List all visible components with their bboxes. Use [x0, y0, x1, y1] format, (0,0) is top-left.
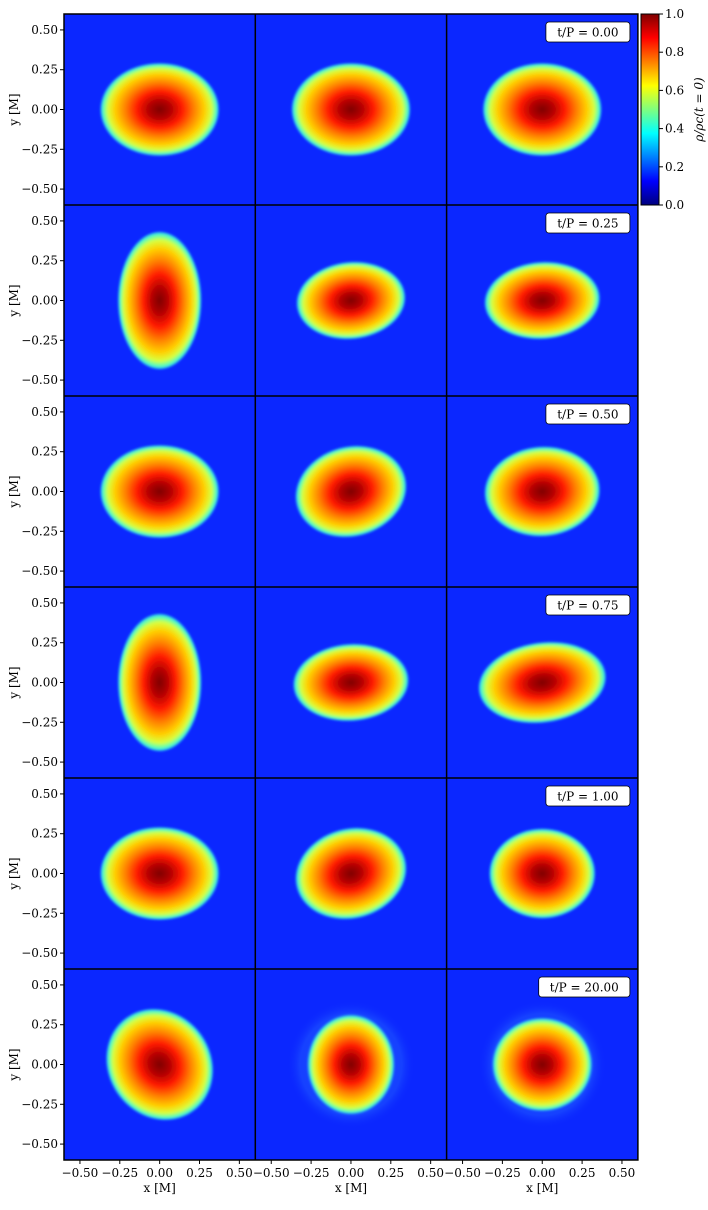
time-label-text: t/P = 0.75 [557, 599, 618, 613]
density-blob [295, 828, 407, 919]
y-tick-label: 0.25 [31, 445, 58, 459]
y-tick-label: −0.25 [21, 142, 58, 156]
y-tick-label: −0.50 [21, 564, 58, 578]
time-label-text: t/P = 1.00 [557, 790, 618, 804]
time-label: t/P = 0.25 [545, 212, 631, 234]
y-tick-label: 0.00 [31, 485, 58, 499]
colorbar-gradient [640, 13, 660, 206]
time-label-text: t/P = 0.00 [557, 26, 618, 40]
colorbar-tick-label: 0.8 [665, 45, 684, 59]
density-blob [100, 445, 219, 538]
y-axis-label: y [M] [7, 666, 21, 699]
density-blob [484, 446, 600, 537]
density-blob [118, 614, 202, 751]
colorbar-tick-label: 0.0 [665, 198, 684, 212]
density-blob [484, 262, 600, 339]
x-tick-label: 0.25 [186, 1166, 213, 1180]
time-label: t/P = 20.00 [538, 976, 631, 998]
x-tick-label: −0.25 [101, 1166, 138, 1180]
y-tick-label: −0.50 [21, 755, 58, 769]
y-tick-label: 0.50 [31, 596, 58, 610]
y-tick-label: 0.25 [31, 827, 58, 841]
x-tick-label: −0.50 [253, 1166, 290, 1180]
time-label: t/P = 0.50 [545, 403, 631, 425]
y-axis-label: y [M] [7, 284, 21, 317]
x-tick-label: 0.50 [417, 1166, 444, 1180]
x-tick-label: 0.50 [226, 1166, 253, 1180]
y-axis-label: y [M] [7, 475, 21, 508]
y-axis-label: y [M] [7, 857, 21, 890]
y-tick-label: 0.50 [31, 787, 58, 801]
colorbar-tick-label: 1.0 [665, 7, 684, 21]
density-blob [100, 827, 219, 920]
time-labels: t/P = 0.00 t/P = 0.25 t/P = 0.50 t/P = 0.75… [538, 21, 631, 998]
x-tick-label: −0.25 [484, 1166, 521, 1180]
x-axis-label: x [M] [144, 1181, 176, 1195]
y-tick-label: −0.25 [21, 333, 58, 347]
density-blob [489, 828, 595, 919]
colorbar: 0.0 0.2 0.4 0.6 0.8 1.0 ρ/ρc(t = 0) [640, 7, 706, 212]
y-tick-label: 0.25 [31, 254, 58, 268]
y-tick-label: 0.00 [31, 294, 58, 308]
y-tick-label: −0.50 [21, 182, 58, 196]
density-blob [118, 232, 202, 369]
y-tick-label: −0.50 [21, 946, 58, 960]
y-tick-label: 0.25 [31, 1018, 58, 1032]
density-blob [106, 1009, 213, 1120]
x-tick-label: −0.50 [444, 1166, 481, 1180]
density-blob [293, 644, 409, 721]
colorbar-tick-label: 0.6 [665, 83, 684, 97]
y-tick-label: −0.25 [21, 906, 58, 920]
x-tick-label: 0.00 [529, 1166, 556, 1180]
density-blob [483, 63, 602, 156]
density-blob [492, 1018, 592, 1111]
y-tick-label: −0.50 [21, 373, 58, 387]
time-label-text: t/P = 0.50 [557, 408, 618, 422]
density-blob [291, 63, 410, 156]
y-tick-label: 0.50 [31, 978, 58, 992]
x-axis-label: x [M] [335, 1181, 367, 1195]
x-tick-label: 0.00 [338, 1166, 365, 1180]
y-tick-label: −0.25 [21, 1097, 58, 1111]
colorbar-label: ρ/ρc(t = 0) [692, 77, 706, 143]
time-label: t/P = 0.00 [545, 21, 631, 43]
y-tick-label: 0.00 [31, 867, 58, 881]
y-tick-label: 0.50 [31, 405, 58, 419]
y-tick-label: 0.00 [31, 103, 58, 117]
x-tick-label: −0.50 [62, 1166, 99, 1180]
y-tick-label: 0.25 [31, 636, 58, 650]
time-label: t/P = 1.00 [545, 785, 631, 807]
y-tick-label: 0.50 [31, 23, 58, 37]
time-label: t/P = 0.75 [545, 594, 631, 616]
density-blob [100, 63, 219, 156]
density-blob [478, 642, 606, 723]
colorbar-tick-label: 0.4 [665, 122, 684, 136]
y-tick-label: 0.00 [31, 1058, 58, 1072]
y-axis-label: y [M] [7, 93, 21, 126]
y-tick-label: 0.00 [31, 676, 58, 690]
y-tick-label: 0.50 [31, 214, 58, 228]
y-tick-label: −0.50 [21, 1137, 58, 1151]
y-tick-label: 0.25 [31, 63, 58, 77]
colorbar-tick-label: 0.2 [665, 160, 684, 174]
time-label-text: t/P = 20.00 [550, 981, 619, 995]
x-tick-label: 0.50 [609, 1166, 636, 1180]
density-blob [295, 446, 407, 537]
x-tick-label: 0.00 [146, 1166, 173, 1180]
x-tick-label: −0.25 [293, 1166, 330, 1180]
y-tick-label: −0.25 [21, 524, 58, 538]
time-label-text: t/P = 0.25 [557, 217, 618, 231]
density-blob [307, 1015, 394, 1114]
panel-grid [64, 14, 638, 1160]
density-blob [296, 262, 406, 339]
y-tick-label: −0.25 [21, 715, 58, 729]
y-axis-label: y [M] [7, 1048, 21, 1081]
axes: 0.500.250.00−0.25−0.50y [M]0.500.250.00−… [7, 13, 639, 1195]
x-tick-label: 0.25 [377, 1166, 404, 1180]
x-axis-label: x [M] [526, 1181, 558, 1195]
x-tick-label: 0.25 [569, 1166, 596, 1180]
